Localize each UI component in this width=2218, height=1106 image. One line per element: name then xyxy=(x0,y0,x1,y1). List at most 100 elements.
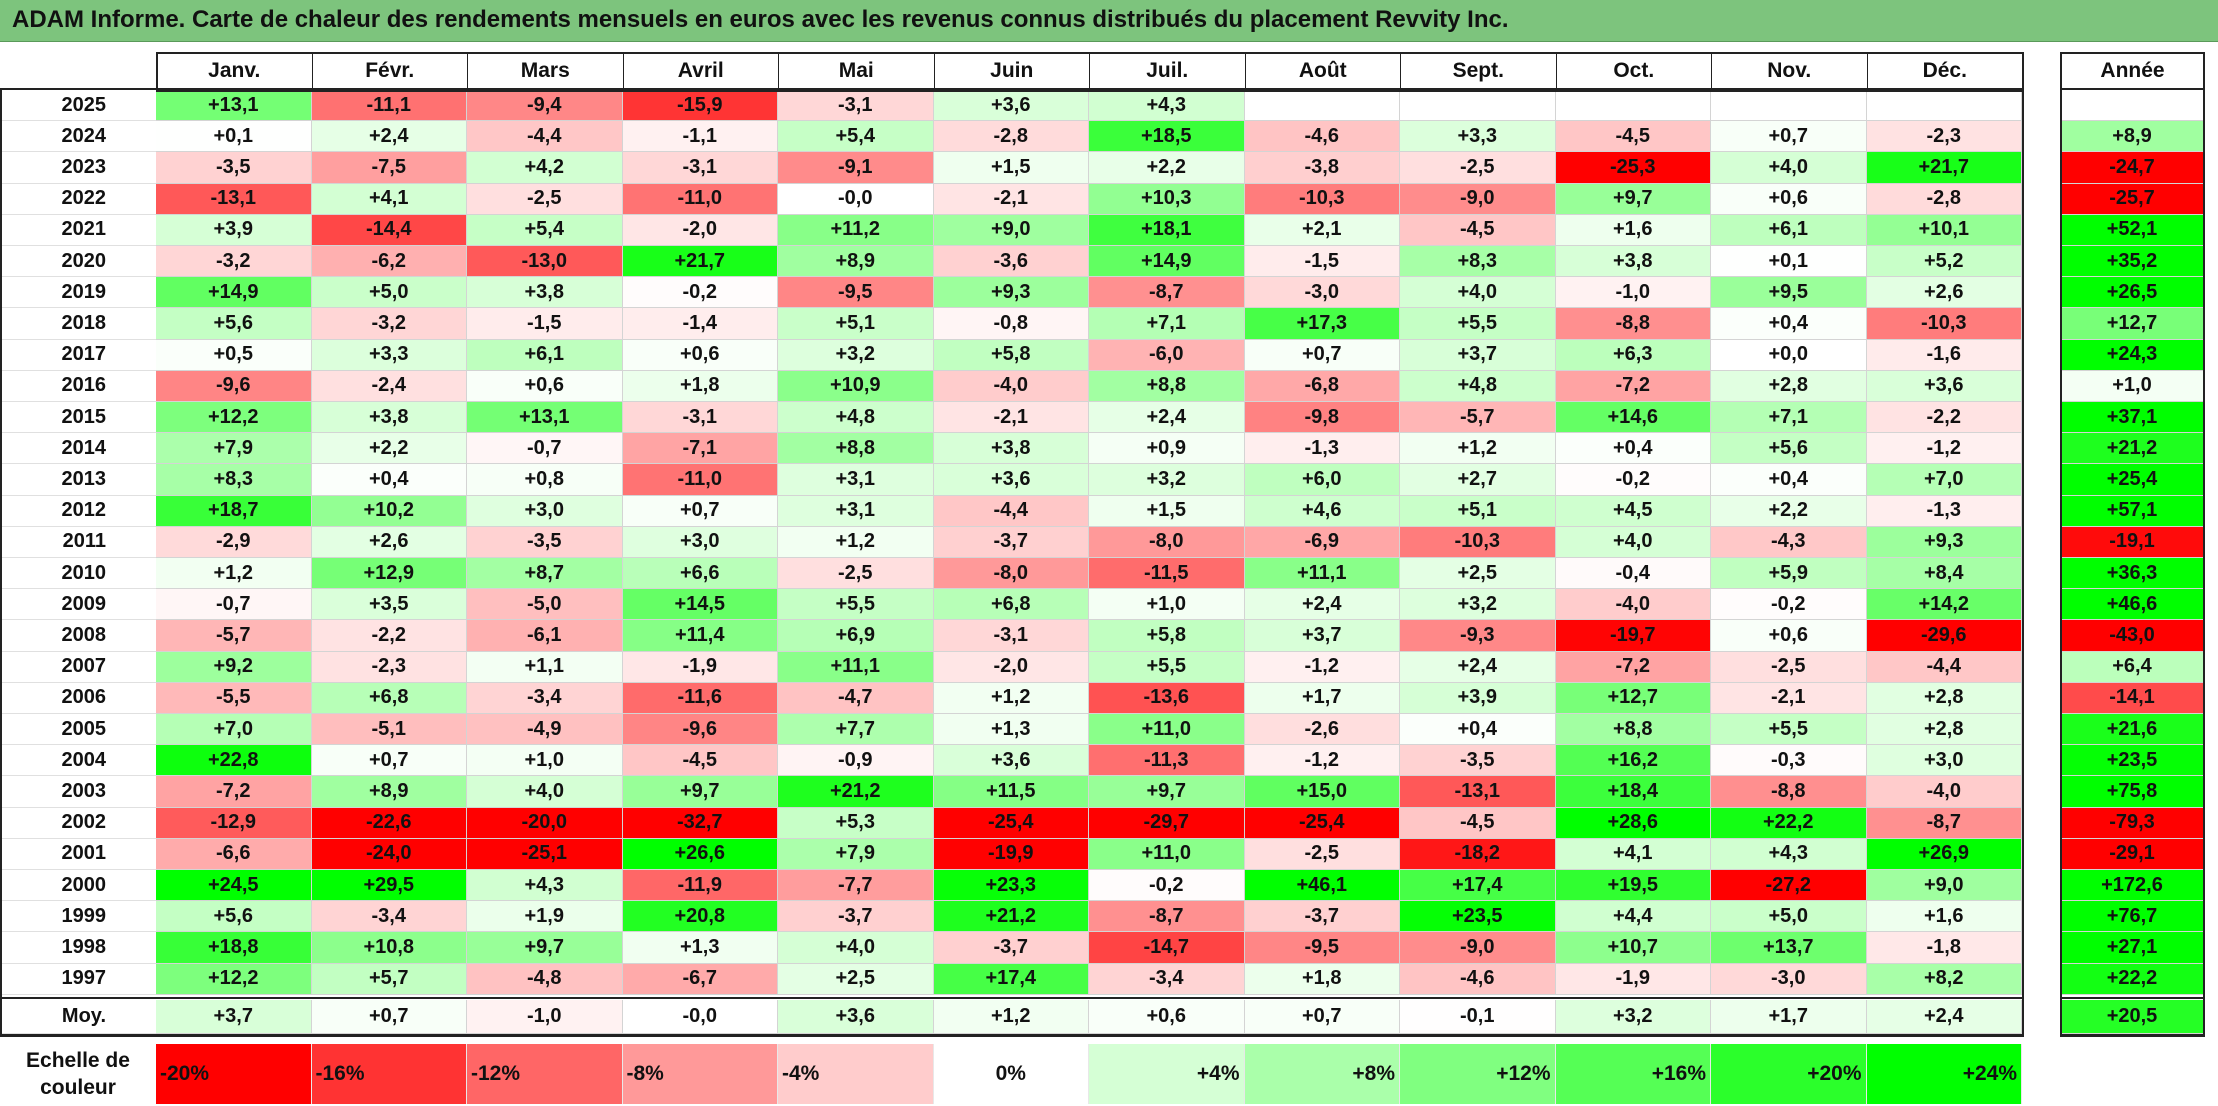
heatmap-cell xyxy=(1400,90,1556,122)
heatmap-cell: -2,3 xyxy=(1866,121,2022,153)
heatmap-cell: +12,2 xyxy=(156,402,312,434)
heatmap-cell: -3,1 xyxy=(933,620,1089,652)
heatmap-cell: +46,1 xyxy=(1244,870,1400,902)
heatmap-cell: +5,8 xyxy=(933,339,1089,371)
heatmap-cell: +0,7 xyxy=(311,745,467,777)
heatmap-cell: +3,1 xyxy=(778,464,934,496)
heatmap-cell: -0,3 xyxy=(1711,745,1867,777)
heatmap-cell: -4,5 xyxy=(1400,807,1556,839)
heatmap-cell: +5,3 xyxy=(778,807,934,839)
heatmap-cell: +8,8 xyxy=(1089,370,1245,402)
month-header: Juil. xyxy=(1089,52,1246,90)
month-header: Mars xyxy=(467,52,624,90)
heatmap-cell: +4,3 xyxy=(467,870,623,902)
annual-cell: +57,1 xyxy=(2060,495,2205,527)
heatmap-cell: -13,0 xyxy=(467,246,623,278)
year-label: 2007 xyxy=(0,651,156,683)
annual-cell: +12,7 xyxy=(2060,308,2205,340)
heatmap-cell: +2,4 xyxy=(1244,589,1400,621)
heatmap-cell: -9,8 xyxy=(1244,402,1400,434)
heatmap-cell: +17,3 xyxy=(1244,308,1400,340)
color-scale-swatch: +12% xyxy=(1400,1044,1556,1104)
heatmap-cell: +22,8 xyxy=(156,745,312,777)
year-label: 1999 xyxy=(0,901,156,933)
heatmap-cell: +1,2 xyxy=(778,526,934,558)
month-header: Avril xyxy=(622,52,779,90)
heatmap-cell: +5,0 xyxy=(1711,901,1867,933)
heatmap-cell: -8,8 xyxy=(1555,308,1711,340)
heatmap-cell: +10,1 xyxy=(1866,214,2022,246)
heatmap-cell: +26,6 xyxy=(622,838,778,870)
month-header: Août xyxy=(1244,52,1401,90)
heatmap-cell: -9,5 xyxy=(778,277,934,309)
heatmap-cell: +1,6 xyxy=(1866,901,2022,933)
heatmap-cell: -2,6 xyxy=(1244,714,1400,746)
heatmap-cell: -6,0 xyxy=(1089,339,1245,371)
heatmap-cell: -3,0 xyxy=(1244,277,1400,309)
year-label: 1997 xyxy=(0,963,156,995)
heatmap-cell: +2,2 xyxy=(311,433,467,465)
heatmap-cell: -3,4 xyxy=(467,682,623,714)
month-header: Janv. xyxy=(156,52,313,90)
heatmap-cell: -0,9 xyxy=(778,745,934,777)
heatmap-cell: +13,1 xyxy=(156,90,312,122)
heatmap-cell: +8,3 xyxy=(156,464,312,496)
year-label: 2015 xyxy=(0,402,156,434)
year-label: 1998 xyxy=(0,932,156,964)
heatmap-cell: +5,0 xyxy=(311,277,467,309)
heatmap-cell: -7,2 xyxy=(156,776,312,808)
annual-cell: +26,5 xyxy=(2060,277,2205,309)
year-label: 2018 xyxy=(0,308,156,340)
heatmap-cell: +11,0 xyxy=(1089,714,1245,746)
heatmap-cell: -9,6 xyxy=(156,370,312,402)
heatmap-cell: -25,4 xyxy=(933,807,1089,839)
heatmap-cell: +5,9 xyxy=(1711,558,1867,590)
annual-cell: +37,1 xyxy=(2060,402,2205,434)
heatmap-cell: -0,8 xyxy=(933,308,1089,340)
heatmap-cell: -5,1 xyxy=(311,714,467,746)
heatmap-cell: -2,3 xyxy=(311,651,467,683)
heatmap-cell: +14,9 xyxy=(1089,246,1245,278)
average-cell: +2,4 xyxy=(1866,999,2022,1034)
heatmap-cell: -5,5 xyxy=(156,682,312,714)
heatmap-cell: +9,3 xyxy=(1866,526,2022,558)
heatmap-cell: +2,7 xyxy=(1400,464,1556,496)
heatmap-cell: +3,0 xyxy=(467,495,623,527)
heatmap-cell: +5,6 xyxy=(156,308,312,340)
heatmap-cell: +9,2 xyxy=(156,651,312,683)
heatmap-cell: +7,1 xyxy=(1711,402,1867,434)
heatmap-cell: -3,4 xyxy=(311,901,467,933)
heatmap-cell: +1,6 xyxy=(1555,214,1711,246)
heatmap-cell: +5,8 xyxy=(1089,620,1245,652)
heatmap-cell: +1,3 xyxy=(933,714,1089,746)
heatmap-cell: -4,0 xyxy=(933,370,1089,402)
heatmap-cell: +3,6 xyxy=(933,745,1089,777)
heatmap-cell: -25,3 xyxy=(1555,152,1711,184)
heatmap-cell: +3,0 xyxy=(622,526,778,558)
heatmap-cell: +0,6 xyxy=(467,370,623,402)
heatmap-cell: +4,5 xyxy=(1555,495,1711,527)
heatmap-cell: -3,2 xyxy=(311,308,467,340)
heatmap-cell: -5,7 xyxy=(156,620,312,652)
year-label: 2000 xyxy=(0,870,156,902)
heatmap-cell: -13,1 xyxy=(156,183,312,215)
heatmap-cell: +8,9 xyxy=(778,246,934,278)
heatmap-cell: +12,9 xyxy=(311,558,467,590)
heatmap-cell: +15,0 xyxy=(1244,776,1400,808)
heatmap-cell: +6,8 xyxy=(311,682,467,714)
heatmap-cell: -8,8 xyxy=(1711,776,1867,808)
heatmap-cell: +1,9 xyxy=(467,901,623,933)
year-label: 2019 xyxy=(0,277,156,309)
heatmap-cell: +3,2 xyxy=(778,339,934,371)
heatmap-cell: -7,2 xyxy=(1555,651,1711,683)
heatmap-cell: -1,5 xyxy=(467,308,623,340)
heatmap-cell: +2,2 xyxy=(1089,152,1245,184)
heatmap-cell: +16,2 xyxy=(1555,745,1711,777)
average-cell: -0,1 xyxy=(1400,999,1556,1034)
heatmap-cell: -4,0 xyxy=(1555,589,1711,621)
heatmap-cell: +0,7 xyxy=(1244,339,1400,371)
heatmap-cell: +18,5 xyxy=(1089,121,1245,153)
heatmap-cell: -2,0 xyxy=(622,214,778,246)
year-label: 2001 xyxy=(0,838,156,870)
heatmap-cell: +7,0 xyxy=(1866,464,2022,496)
